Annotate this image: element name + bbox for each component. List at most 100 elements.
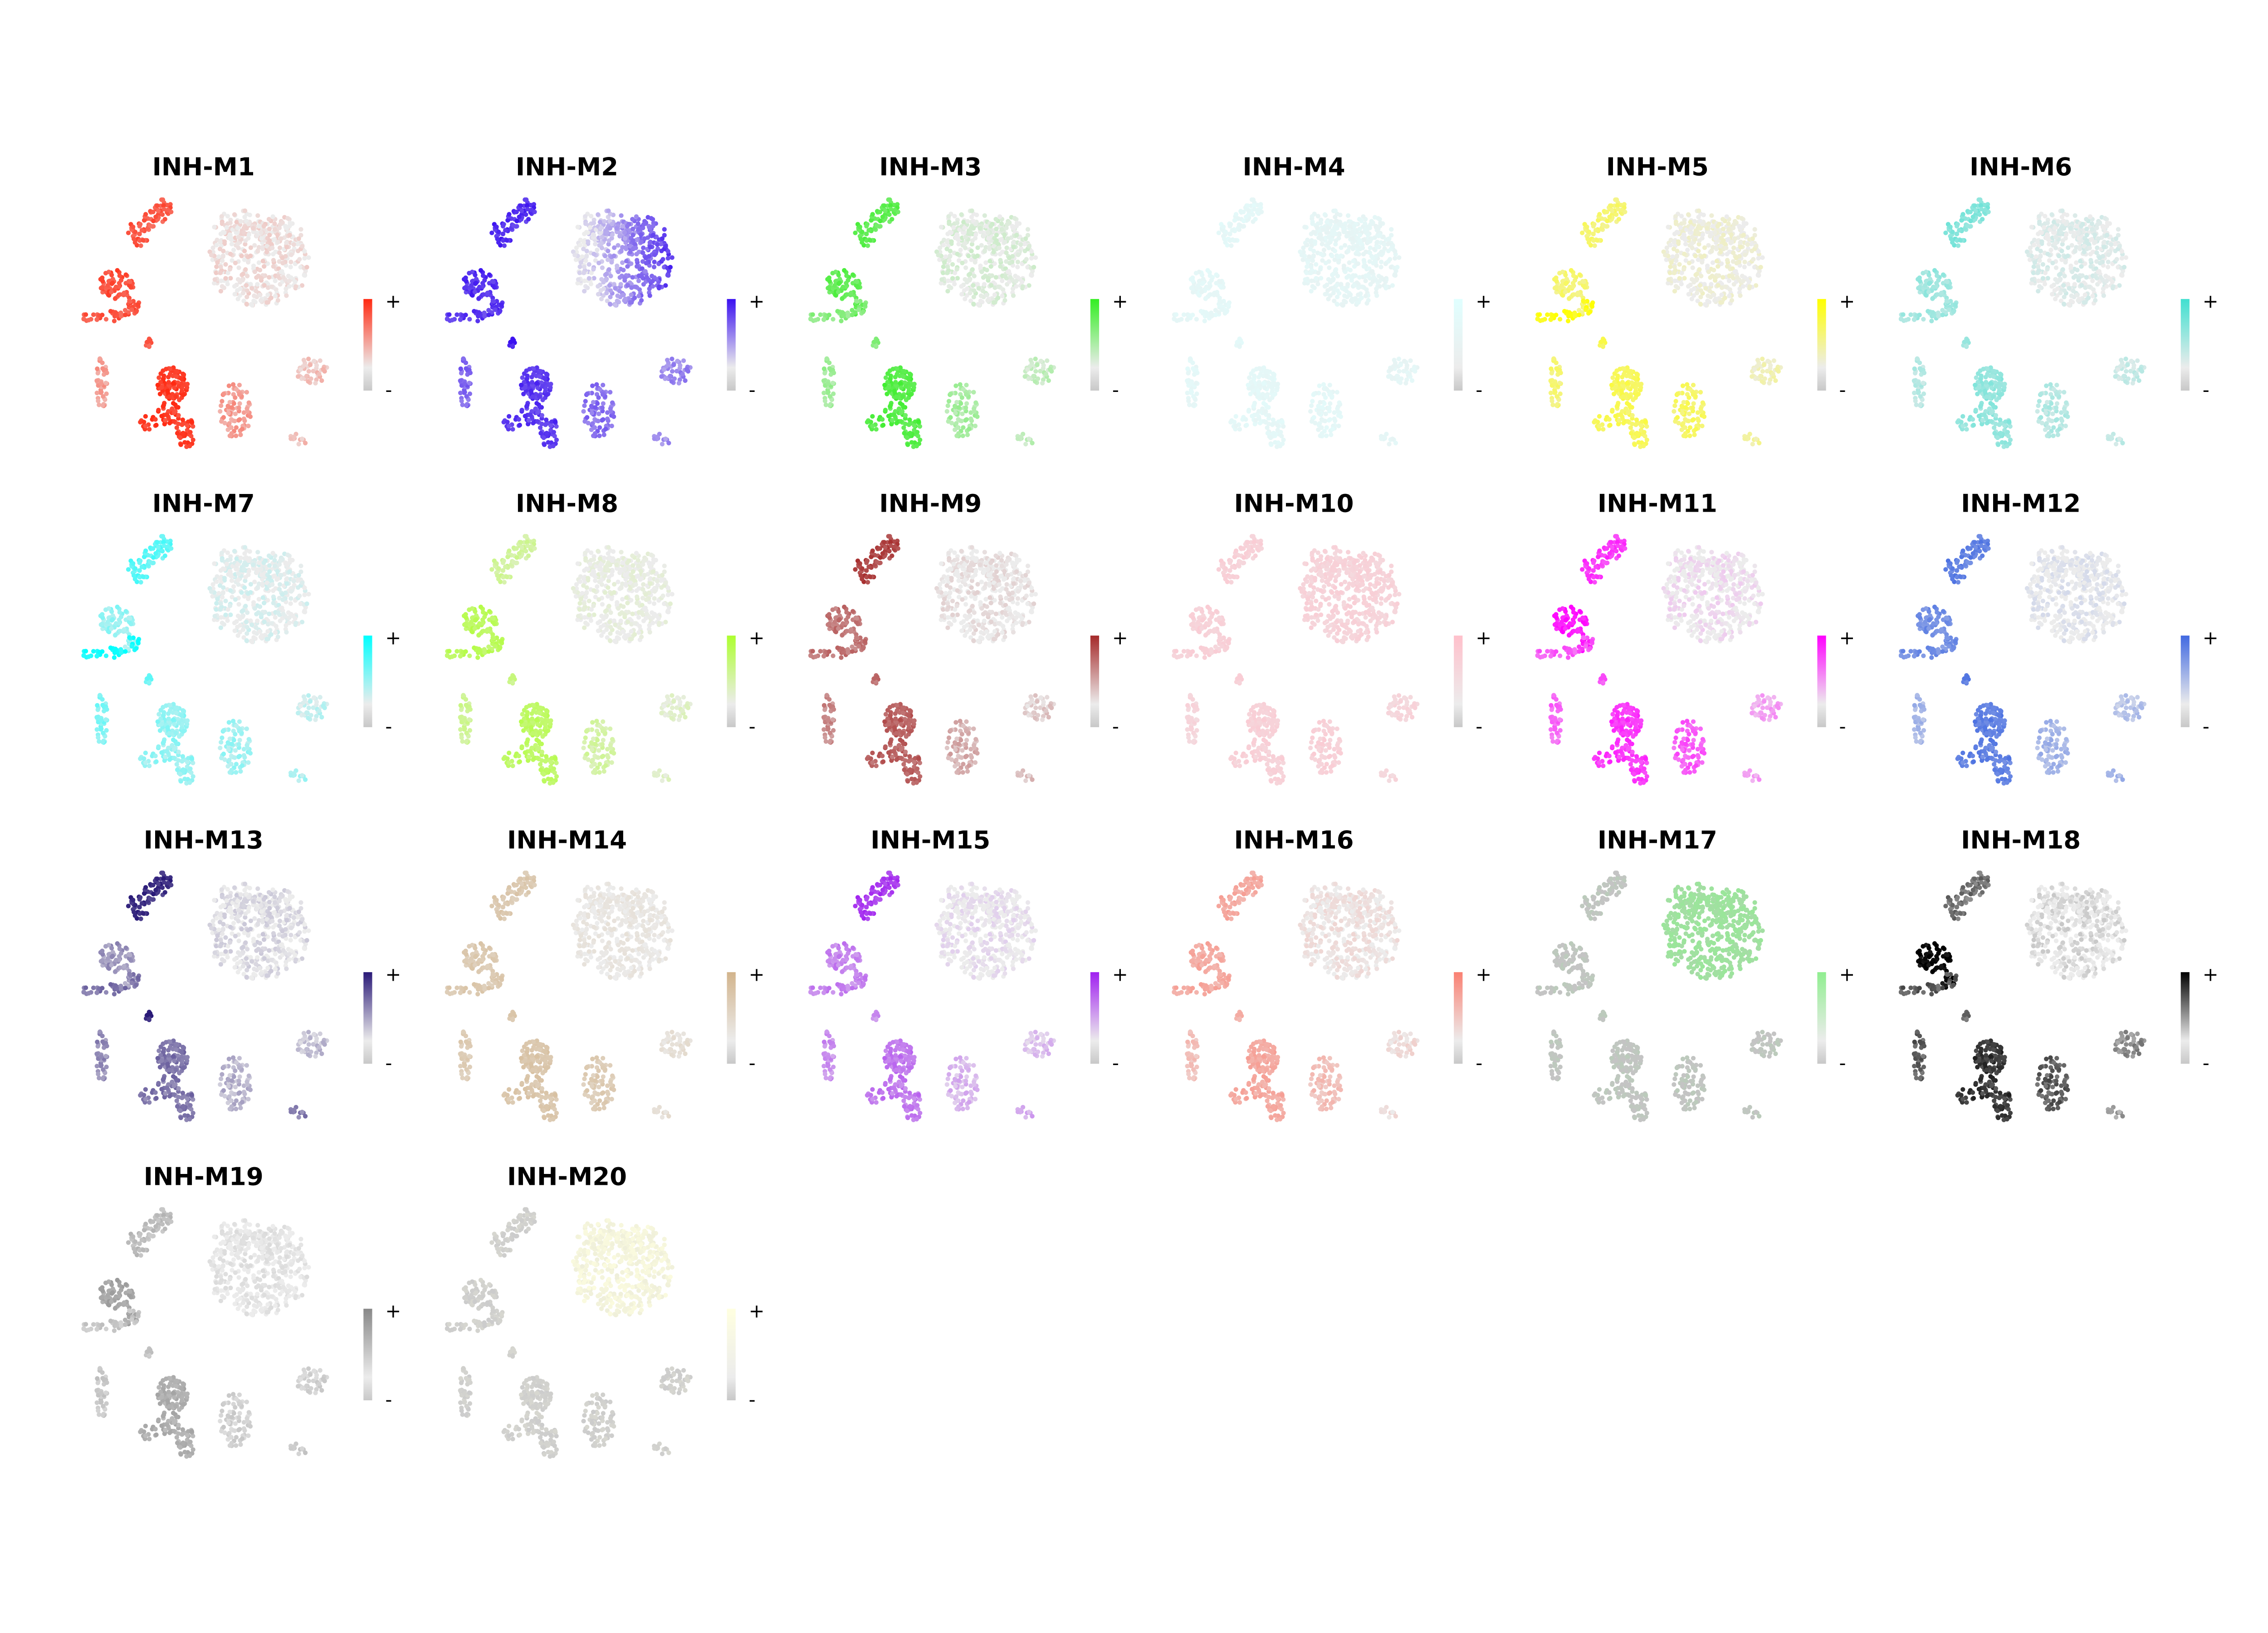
cell-point <box>1262 386 1267 390</box>
cell-point <box>1252 373 1256 378</box>
cell-point <box>1262 419 1266 424</box>
cell-point <box>657 284 661 288</box>
cell-point <box>1271 431 1276 435</box>
cell-point <box>639 232 643 237</box>
cell-point <box>1597 212 1602 216</box>
cell-point <box>948 391 953 396</box>
cell-point <box>189 434 193 438</box>
cell-point <box>670 255 675 260</box>
cell-point <box>1378 224 1382 228</box>
cell-point <box>1384 284 1388 288</box>
cell-point <box>1033 369 1038 373</box>
cell-point <box>1771 372 1775 376</box>
cell-point <box>1349 236 1354 241</box>
cell-point <box>663 436 668 441</box>
cell-point <box>1021 284 1025 288</box>
cell-point <box>1327 235 1331 240</box>
cell-point <box>113 296 117 300</box>
cell-point <box>276 298 280 303</box>
cell-point <box>894 394 899 399</box>
cell-point <box>1628 394 1632 399</box>
cell-point <box>643 269 648 274</box>
cell-point <box>1351 259 1356 263</box>
cell-point <box>1699 406 1703 411</box>
cell-point <box>618 234 622 238</box>
cell-point <box>1393 441 1398 445</box>
cell-point <box>161 373 166 378</box>
cell-point <box>175 369 179 373</box>
cell-point <box>548 382 553 386</box>
cell-point <box>600 246 604 250</box>
cell-point <box>1011 245 1016 249</box>
cell-point <box>1027 244 1031 249</box>
cell-point <box>1332 230 1336 235</box>
cell-point <box>1320 405 1325 410</box>
cell-point <box>655 242 660 247</box>
cell-point <box>1334 283 1339 288</box>
cell-point <box>1554 394 1559 399</box>
cell-point <box>1613 385 1618 390</box>
cell-point <box>479 268 483 273</box>
cell-point <box>518 423 522 427</box>
cell-point <box>576 225 580 229</box>
cell-point <box>98 356 102 361</box>
cell-point <box>463 313 468 317</box>
cell-point <box>1321 382 1326 387</box>
panel-title: INH-M2 <box>516 152 618 181</box>
cell-point <box>255 282 259 287</box>
cell-point <box>531 394 535 399</box>
cell-point <box>537 394 542 399</box>
cell-point <box>233 292 237 296</box>
cell-point <box>171 401 176 406</box>
cell-point <box>1191 394 1196 399</box>
cell-point <box>1231 238 1236 243</box>
cell-point <box>164 367 168 372</box>
cell-point <box>1226 303 1231 307</box>
cell-point <box>156 383 160 387</box>
cell-point <box>984 293 989 297</box>
cell-point <box>1681 400 1686 405</box>
cell-point <box>641 222 646 227</box>
cell-point <box>1334 267 1338 272</box>
cell-point <box>1344 288 1349 293</box>
cell-point <box>611 254 616 258</box>
cell-point <box>617 288 622 293</box>
cell-point <box>947 258 952 263</box>
cell-point <box>604 272 609 276</box>
cell-point <box>1768 363 1773 368</box>
cell-point <box>187 444 192 448</box>
cell-point <box>606 209 611 213</box>
cell-point <box>1585 237 1590 241</box>
cell-point <box>1317 383 1322 388</box>
cell-point <box>134 309 138 314</box>
cell-point <box>100 275 104 280</box>
cell-point <box>598 220 602 225</box>
cell-point <box>970 209 974 213</box>
cell-point <box>619 249 623 254</box>
cell-point <box>1345 282 1350 287</box>
cell-point <box>631 227 635 231</box>
cell-point <box>644 256 648 260</box>
cell-point <box>172 386 176 390</box>
cell-point <box>1025 367 1030 372</box>
cell-point <box>1348 268 1353 272</box>
cell-point <box>1300 253 1304 257</box>
cell-point <box>1329 286 1333 291</box>
cell-point <box>912 423 917 428</box>
cell-point <box>1550 402 1555 407</box>
cell-point <box>1317 421 1322 425</box>
cell-point <box>601 286 606 291</box>
cell-point <box>1035 362 1039 367</box>
cell-point <box>163 418 167 422</box>
cell-point <box>915 430 919 435</box>
cell-point <box>907 422 911 427</box>
cell-point <box>584 249 589 253</box>
cell-point <box>475 318 480 323</box>
cell-point <box>279 269 284 274</box>
cell-point <box>460 402 464 407</box>
cell-point <box>835 309 840 313</box>
cell-point <box>582 279 587 283</box>
cell-point <box>1312 285 1317 290</box>
cell-point <box>652 265 656 269</box>
cell-point <box>813 318 818 323</box>
